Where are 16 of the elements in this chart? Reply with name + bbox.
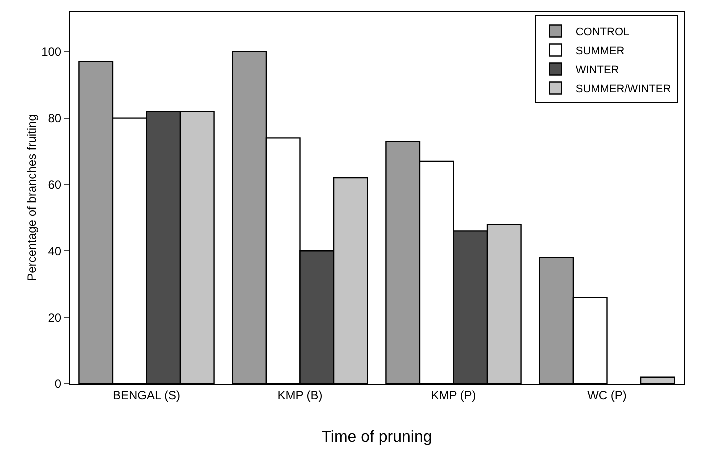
legend-label: CONTROL xyxy=(576,26,630,39)
y-tick-label: 100 xyxy=(42,45,62,60)
y-tick-label: 20 xyxy=(48,310,62,325)
y-tick-label: 40 xyxy=(48,244,62,258)
legend-label: WINTER xyxy=(576,64,620,77)
x-tick-label: KMP (B) xyxy=(278,388,323,402)
y-axis-title: Percentage of branches fruiting xyxy=(25,114,39,282)
x-tick-label: KMP (P) xyxy=(431,388,476,402)
y-tick-label: 0 xyxy=(54,377,62,392)
x-tick-label: WC (P) xyxy=(588,388,627,402)
legend-label: SUMMER/WINTER xyxy=(576,84,672,96)
x-axis-title: Time of pruning xyxy=(322,429,432,446)
y-tick-label: 80 xyxy=(48,111,62,126)
x-tick-label: BENGAL (S) xyxy=(112,388,181,402)
y-tick-label: 60 xyxy=(48,178,62,192)
legend-label: SUMMER xyxy=(576,46,625,58)
